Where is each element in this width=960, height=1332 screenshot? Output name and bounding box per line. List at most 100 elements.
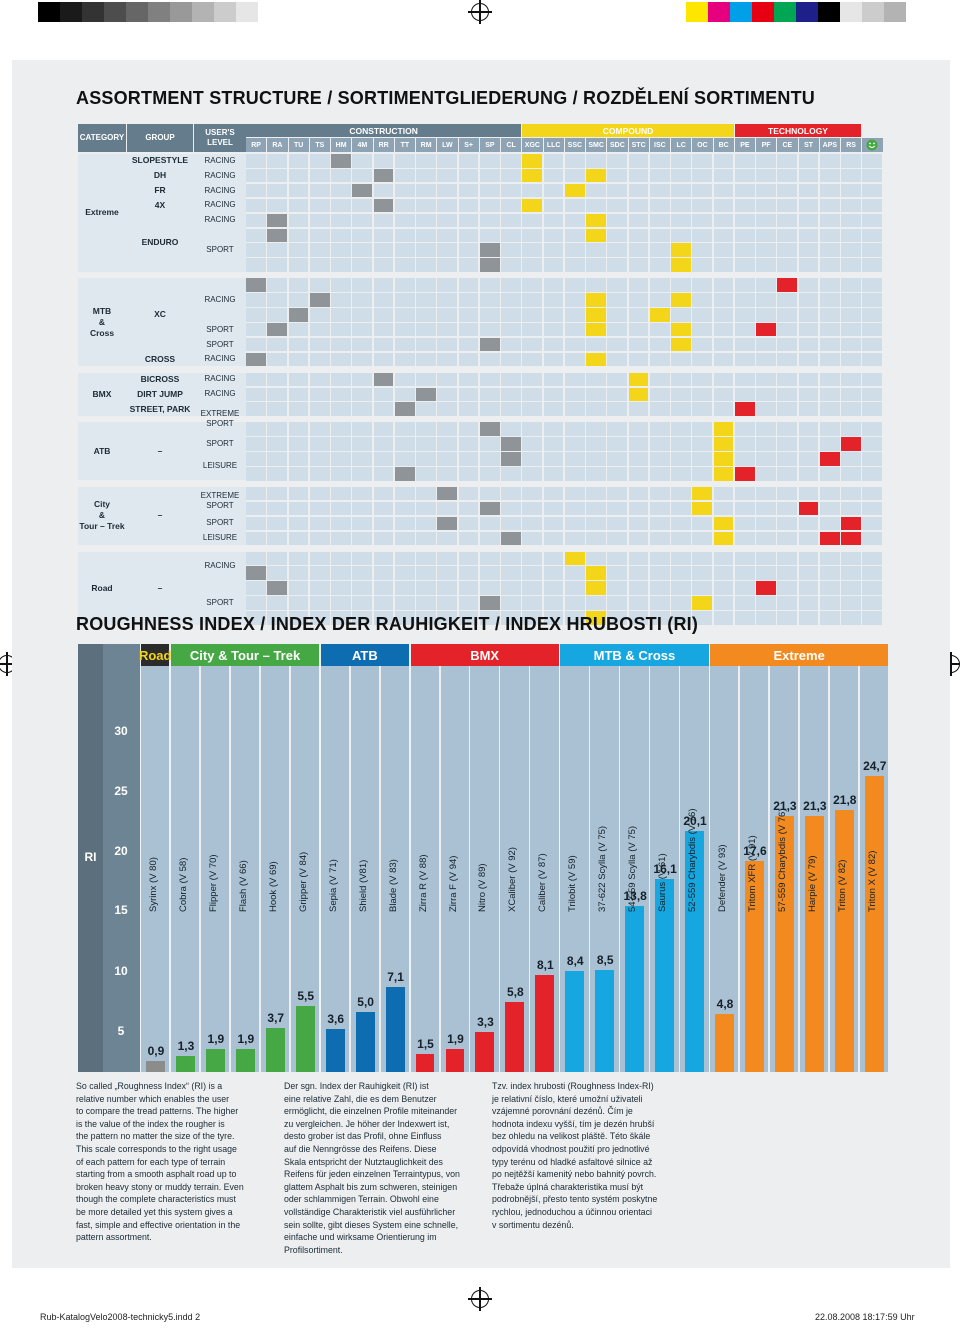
grid-cell [692, 213, 712, 228]
grid-cell [734, 531, 755, 546]
grid-cell [564, 611, 585, 625]
grid-cell [373, 531, 394, 546]
grid-cell [543, 452, 564, 466]
grid-cell [479, 551, 500, 565]
bar [595, 970, 615, 1072]
grid-cell [756, 198, 776, 213]
grid-cell [756, 278, 776, 292]
grid-cell [692, 198, 712, 213]
construction-col-4m: 4M [352, 138, 373, 152]
grid-cell [331, 213, 351, 228]
grid-cell [586, 243, 606, 257]
grid-cell [734, 213, 755, 228]
grid-cell [649, 551, 670, 565]
grid-cell [543, 337, 564, 352]
grid-cell [777, 293, 797, 307]
level-label: SPORT [206, 438, 234, 448]
grid-cell [501, 213, 521, 228]
grid-cell [692, 486, 712, 501]
group-header-atb: ATB [320, 644, 410, 666]
group-divider [139, 666, 141, 1072]
grid-cell [352, 516, 372, 531]
grid-cell [671, 228, 691, 242]
grid-cell [734, 337, 755, 352]
grid-cell [798, 228, 819, 242]
grid-cell [692, 154, 712, 168]
grid-cell [671, 402, 691, 416]
group-label: SLOPESTYLE [131, 155, 189, 166]
grid-cell [543, 198, 564, 213]
grid-cell [458, 337, 479, 352]
y-tick-label: 10 [114, 964, 128, 978]
grid-cell [819, 337, 840, 352]
category-band [78, 551, 246, 625]
grid-cell [246, 154, 266, 168]
grid-cell [458, 198, 479, 213]
grid-cell [819, 293, 840, 307]
grid-cell [671, 531, 691, 546]
technology-col-pe: PE [734, 138, 755, 152]
grid-cell [437, 437, 457, 451]
grid-cell [734, 308, 755, 322]
grid-cell [373, 516, 394, 531]
grid-cell [309, 352, 330, 367]
grid-cell [543, 168, 564, 183]
grid-cell [416, 372, 436, 387]
grid-cell [841, 308, 861, 322]
grid-cell [586, 467, 606, 481]
grid-cell [649, 258, 670, 272]
grid-cell [564, 243, 585, 257]
grid-cell [501, 516, 521, 531]
grid-cell [777, 566, 797, 580]
grid-cell [331, 467, 351, 481]
grid-cell [841, 531, 861, 546]
grid-cell [309, 467, 330, 481]
grid-cell [331, 168, 351, 183]
grid-cell [543, 596, 564, 610]
grid-cell [458, 183, 479, 198]
grid-cell [288, 452, 309, 466]
grid-cell [798, 352, 819, 367]
grid-cell [458, 467, 479, 481]
grid-cell [331, 611, 351, 625]
grid-cell [649, 337, 670, 352]
grid-cell [692, 501, 712, 516]
grid-cell [607, 581, 627, 595]
compound-header: COMPOUND [522, 124, 734, 137]
compound-col-lc: LC [671, 138, 692, 152]
grid-cell [373, 243, 394, 257]
grid-cell [734, 551, 755, 565]
grid-cell [543, 516, 564, 531]
swatch [60, 2, 82, 22]
grid-cell [819, 531, 840, 546]
grid-cell [522, 322, 542, 337]
grid-cell [416, 154, 436, 168]
bar [565, 971, 585, 1072]
grid-cell [798, 516, 819, 531]
grid-cell [607, 422, 627, 436]
level-label: RACING [204, 389, 236, 399]
grid-cell [586, 213, 606, 228]
grid-cell [373, 501, 394, 516]
grid-cell [777, 402, 797, 416]
grid-cell [586, 322, 606, 337]
grid-cell [862, 501, 882, 516]
grid-cell [777, 322, 797, 337]
grid-cell [819, 437, 840, 451]
grid-cell [479, 213, 500, 228]
grid-cell [437, 308, 457, 322]
grid-cell [713, 501, 734, 516]
bar [655, 878, 675, 1072]
construction-header: CONSTRUCTION [246, 124, 522, 137]
grid-cell [841, 581, 861, 595]
grid-cell [246, 551, 266, 565]
grid-cell [628, 183, 649, 198]
grid-cell [288, 551, 309, 565]
grid-cell [522, 387, 542, 401]
grid-cell [756, 387, 776, 401]
grid-cell [373, 611, 394, 625]
grid-cell [841, 228, 861, 242]
grid-cell [819, 422, 840, 436]
grid-cell [841, 486, 861, 501]
grid-cell [671, 352, 691, 367]
